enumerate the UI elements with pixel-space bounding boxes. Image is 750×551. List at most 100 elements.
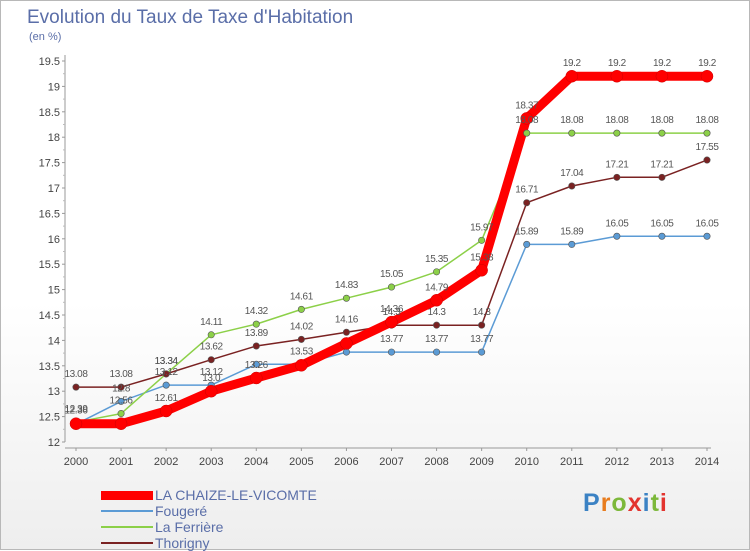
y-tick-label: 19 [48,81,60,93]
data-point [72,383,80,391]
logo-letter: i [642,489,651,517]
data-label: 15.89 [560,226,584,237]
data-point [430,294,443,307]
legend-label: Fougeré [155,503,208,519]
data-point [117,397,125,405]
data-label: 14.02 [290,321,314,332]
data-label: 14.83 [335,280,359,291]
data-label: 13.77 [425,334,449,345]
logo-letter: i [659,489,668,517]
legend-label: Thorigny [155,535,210,551]
data-label: 15.05 [380,269,404,280]
data-point [297,305,305,313]
data-point [523,240,531,248]
data-point [252,320,260,328]
data-point [658,173,666,181]
y-tick-label: 18 [48,132,60,144]
chart-title: Evolution du Taux de Taxe d'Habitation [27,7,354,28]
x-tick-label: 2006 [334,456,358,468]
data-label: 14.79 [425,282,449,293]
data-point [655,69,669,83]
data-label: 16.05 [650,218,674,229]
data-label: 15.97 [470,222,494,233]
data-label: 18.37 [515,100,539,111]
data-label: 18.08 [695,115,719,126]
y-tick-label: 12 [48,437,60,449]
y-tick-label: 18.5 [39,107,60,119]
axes [62,55,711,451]
x-tick-label: 2001 [109,456,133,468]
data-label: 17.04 [560,168,584,179]
data-label: 17.21 [605,159,629,170]
x-tick-label: 2003 [199,456,223,468]
logo-letter: P [583,489,601,517]
data-point [162,370,170,378]
data-point [342,348,350,356]
data-label: 16.05 [605,218,629,229]
data-label: 14.3 [428,307,447,318]
data-point [703,129,711,137]
data-label: 19.2 [563,58,582,69]
logo-letter: o [611,489,628,517]
data-point [433,348,441,356]
y-tick-label: 13 [48,386,60,398]
data-point [69,417,83,430]
data-label: 18.08 [605,115,629,126]
data-point [252,360,260,368]
data-point [117,410,125,418]
data-point [520,112,533,125]
data-label: 12.39 [64,404,88,415]
y-tick-label: 19.5 [39,56,60,68]
data-point [433,321,441,329]
x-tick-label: 2012 [605,456,629,468]
data-label: 14.11 [200,317,223,328]
line-chart: 12 12.5 13 13.5 14 14.5 15 15.5 16 16.5 17 17.5 18 18… [39,55,720,468]
data-point [162,381,170,389]
data-point [207,356,215,364]
data-point [475,264,488,277]
data-label: 17.55 [695,142,719,153]
data-point [613,232,621,240]
y-tick-label: 12.5 [39,412,60,424]
data-point [297,335,305,343]
data-point [565,69,579,83]
y-tick-label: 17.5 [39,158,60,170]
data-label: 13.77 [380,334,404,345]
legend-swatch [101,491,153,500]
data-point [703,232,711,240]
data-point [700,69,714,83]
legend-swatch [101,542,153,544]
data-label: 13.89 [245,328,269,339]
logo-letter: r [600,489,612,517]
data-label: 12.36 [64,406,88,417]
data-point [117,383,125,391]
data-label: 18.08 [650,115,674,126]
data-point [478,321,486,329]
data-label: 12.56 [110,396,134,407]
data-label: 17.21 [650,159,674,170]
data-point [433,268,441,276]
data-label: 15.89 [515,226,539,237]
data-label: 18.08 [515,115,539,126]
data-label: 18.08 [560,115,584,126]
x-tick-label: 2009 [469,456,493,468]
series-points [69,69,714,430]
data-labels: 12.36 12.61 13.0 13.26 14.36 14.79 15.38 18.37 1… [64,58,719,416]
data-label: 13.34 [155,356,179,367]
data-label: 13.08 [64,369,88,380]
legend-label: La Ferrière [155,519,224,535]
data-point [523,199,531,207]
y-tick-label: 15 [48,285,60,297]
data-point [610,69,624,83]
data-label: 12.8 [112,383,131,394]
data-point [342,328,350,336]
data-label: 14.16 [335,314,359,325]
data-label: 13.08 [110,369,134,380]
data-point [478,236,486,244]
x-tick-label: 2000 [64,456,88,468]
tick-labels: 12 12.5 13 13.5 14 14.5 15 15.5 16 16.5 17 17.5 18 18… [39,56,720,468]
data-point [523,129,531,137]
data-label: 14.36 [380,304,404,315]
data-point [159,404,173,418]
